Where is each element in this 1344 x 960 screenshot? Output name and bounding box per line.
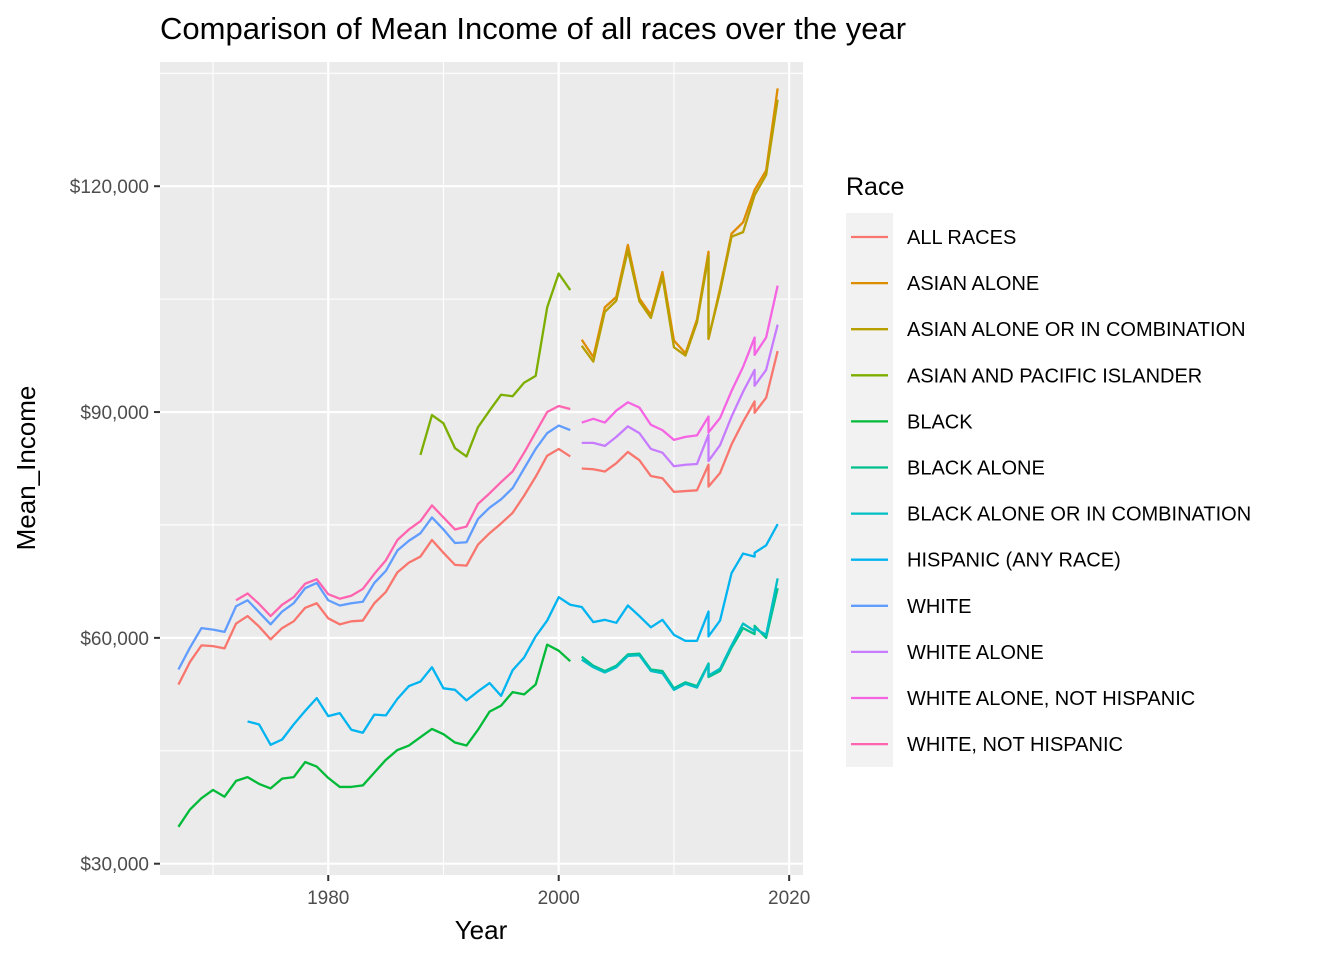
series-lines bbox=[177, 88, 779, 828]
legend-title: Race bbox=[846, 173, 904, 201]
legend-item: BLACK bbox=[851, 411, 973, 433]
x-axis-tick-labels: 1980 2000 2020 bbox=[307, 888, 810, 909]
legend-item: ASIAN ALONE OR IN COMBINATION bbox=[851, 319, 1246, 341]
legend-key-background bbox=[846, 213, 893, 767]
series-6 bbox=[581, 578, 779, 691]
chart-title: Comparison of Mean Income of all races o… bbox=[160, 11, 906, 46]
series-line bbox=[247, 523, 779, 746]
x-axis-title: Year bbox=[455, 915, 508, 945]
legend-item: WHITE bbox=[851, 596, 971, 618]
series-line bbox=[419, 272, 572, 458]
series-line bbox=[581, 350, 779, 493]
series-0 bbox=[177, 350, 779, 686]
legend-item: ALL RACES bbox=[851, 227, 1016, 249]
series-line bbox=[581, 324, 779, 468]
legend-label: ASIAN AND PACIFIC ISLANDER bbox=[907, 365, 1202, 387]
legend: Race ALL RACES ASIAN ALONE ASIAN ALONE OR … bbox=[846, 173, 1251, 767]
x-tick-label: 1980 bbox=[307, 888, 349, 909]
legend-label: ASIAN ALONE OR IN COMBINATION bbox=[907, 319, 1246, 341]
series-line bbox=[177, 424, 571, 671]
legend-item: BLACK ALONE OR IN COMBINATION bbox=[851, 504, 1251, 526]
legend-item: WHITE ALONE bbox=[851, 642, 1044, 664]
major-gridlines bbox=[160, 62, 803, 875]
legend-label: BLACK bbox=[907, 411, 973, 433]
legend-label: BLACK ALONE OR IN COMBINATION bbox=[907, 504, 1251, 526]
legend-label: WHITE, NOT HISPANIC bbox=[907, 734, 1123, 756]
legend-label: HISPANIC (ANY RACE) bbox=[907, 550, 1121, 572]
legend-item: ASIAN ALONE bbox=[851, 273, 1039, 295]
legend-label: WHITE ALONE, NOT HISPANIC bbox=[907, 688, 1195, 710]
y-tick-label: $30,000 bbox=[80, 855, 149, 876]
series-7 bbox=[247, 523, 779, 746]
series-line bbox=[581, 578, 779, 691]
x-tick-label: 2020 bbox=[768, 888, 810, 909]
legend-item: WHITE ALONE, NOT HISPANIC bbox=[851, 688, 1195, 710]
series-11 bbox=[235, 404, 571, 618]
series-line bbox=[580, 99, 779, 363]
series-10 bbox=[581, 285, 779, 442]
series-line bbox=[235, 404, 571, 618]
legend-label: WHITE ALONE bbox=[907, 642, 1044, 664]
legend-item: HISPANIC (ANY RACE) bbox=[851, 550, 1121, 572]
series-8 bbox=[177, 424, 571, 671]
legend-item: WHITE, NOT HISPANIC bbox=[851, 734, 1123, 756]
series-4 bbox=[177, 643, 572, 828]
axis-ticks bbox=[154, 185, 791, 881]
legend-label: ASIAN ALONE bbox=[907, 273, 1039, 295]
legend-label: ALL RACES bbox=[907, 227, 1016, 249]
y-tick-label: $90,000 bbox=[80, 403, 149, 424]
series-line bbox=[177, 643, 572, 828]
legend-item: ASIAN AND PACIFIC ISLANDER bbox=[851, 365, 1202, 387]
series-line bbox=[581, 285, 779, 442]
series-2 bbox=[580, 99, 779, 363]
legend-label: WHITE bbox=[907, 596, 971, 618]
y-tick-label: $120,000 bbox=[70, 177, 149, 198]
y-axis-title: Mean_Income bbox=[11, 386, 41, 551]
y-axis-tick-labels: $30,000 $60,000 $90,000 $120,000 bbox=[70, 177, 149, 876]
x-tick-label: 2000 bbox=[538, 888, 580, 909]
legend-label: BLACK ALONE bbox=[907, 458, 1045, 480]
legend-item: BLACK ALONE bbox=[851, 458, 1045, 480]
legend-items: ALL RACES ASIAN ALONE ASIAN ALONE OR IN CO… bbox=[851, 227, 1251, 756]
series-line bbox=[177, 447, 571, 686]
y-tick-label: $60,000 bbox=[80, 629, 149, 650]
minor-gridlines bbox=[160, 62, 803, 875]
series-9 bbox=[581, 324, 779, 468]
series-3 bbox=[419, 272, 572, 458]
